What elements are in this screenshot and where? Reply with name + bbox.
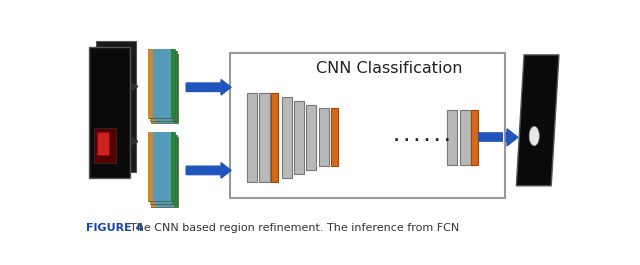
Bar (174, 54, 179, 123)
Bar (151, 137, 156, 207)
Ellipse shape (529, 126, 540, 146)
Bar (172, 135, 177, 204)
Bar (148, 132, 175, 201)
Bar (246, 93, 257, 182)
Bar (282, 97, 292, 178)
Bar (150, 135, 177, 204)
Bar (331, 108, 338, 166)
Bar (155, 135, 172, 204)
Text: . . . . . .: . . . . . . (394, 130, 450, 144)
Bar (156, 137, 174, 207)
Bar (153, 132, 171, 201)
Bar (174, 137, 179, 207)
FancyArrow shape (506, 129, 518, 146)
Bar (460, 110, 470, 165)
Bar (230, 53, 505, 198)
Bar (171, 132, 175, 201)
FancyArrow shape (186, 80, 231, 95)
Text: FIGURE 4: FIGURE 4 (86, 223, 144, 233)
Bar (447, 110, 458, 165)
Polygon shape (95, 41, 136, 172)
Bar (259, 93, 270, 182)
Bar (155, 51, 172, 121)
Bar (150, 51, 155, 121)
Bar (97, 132, 109, 155)
Bar (151, 54, 156, 123)
Bar (307, 105, 316, 170)
Bar (319, 108, 329, 166)
Bar (271, 93, 278, 182)
Text: CNN Classification: CNN Classification (316, 61, 462, 76)
Bar (148, 49, 153, 118)
Bar (172, 51, 177, 121)
Bar (148, 49, 175, 118)
Bar (94, 128, 116, 163)
Bar (294, 101, 304, 174)
Bar (171, 49, 175, 118)
Bar (156, 54, 174, 123)
Bar (150, 135, 155, 204)
FancyArrow shape (186, 163, 231, 178)
Bar (151, 54, 179, 123)
Bar (150, 51, 177, 121)
Bar (153, 49, 171, 118)
Bar (470, 110, 477, 165)
Bar (90, 47, 129, 178)
Bar (148, 132, 153, 201)
Text: The CNN based region refinement. The inference from FCN: The CNN based region refinement. The inf… (124, 223, 460, 233)
Bar (151, 137, 179, 207)
Polygon shape (516, 55, 559, 186)
